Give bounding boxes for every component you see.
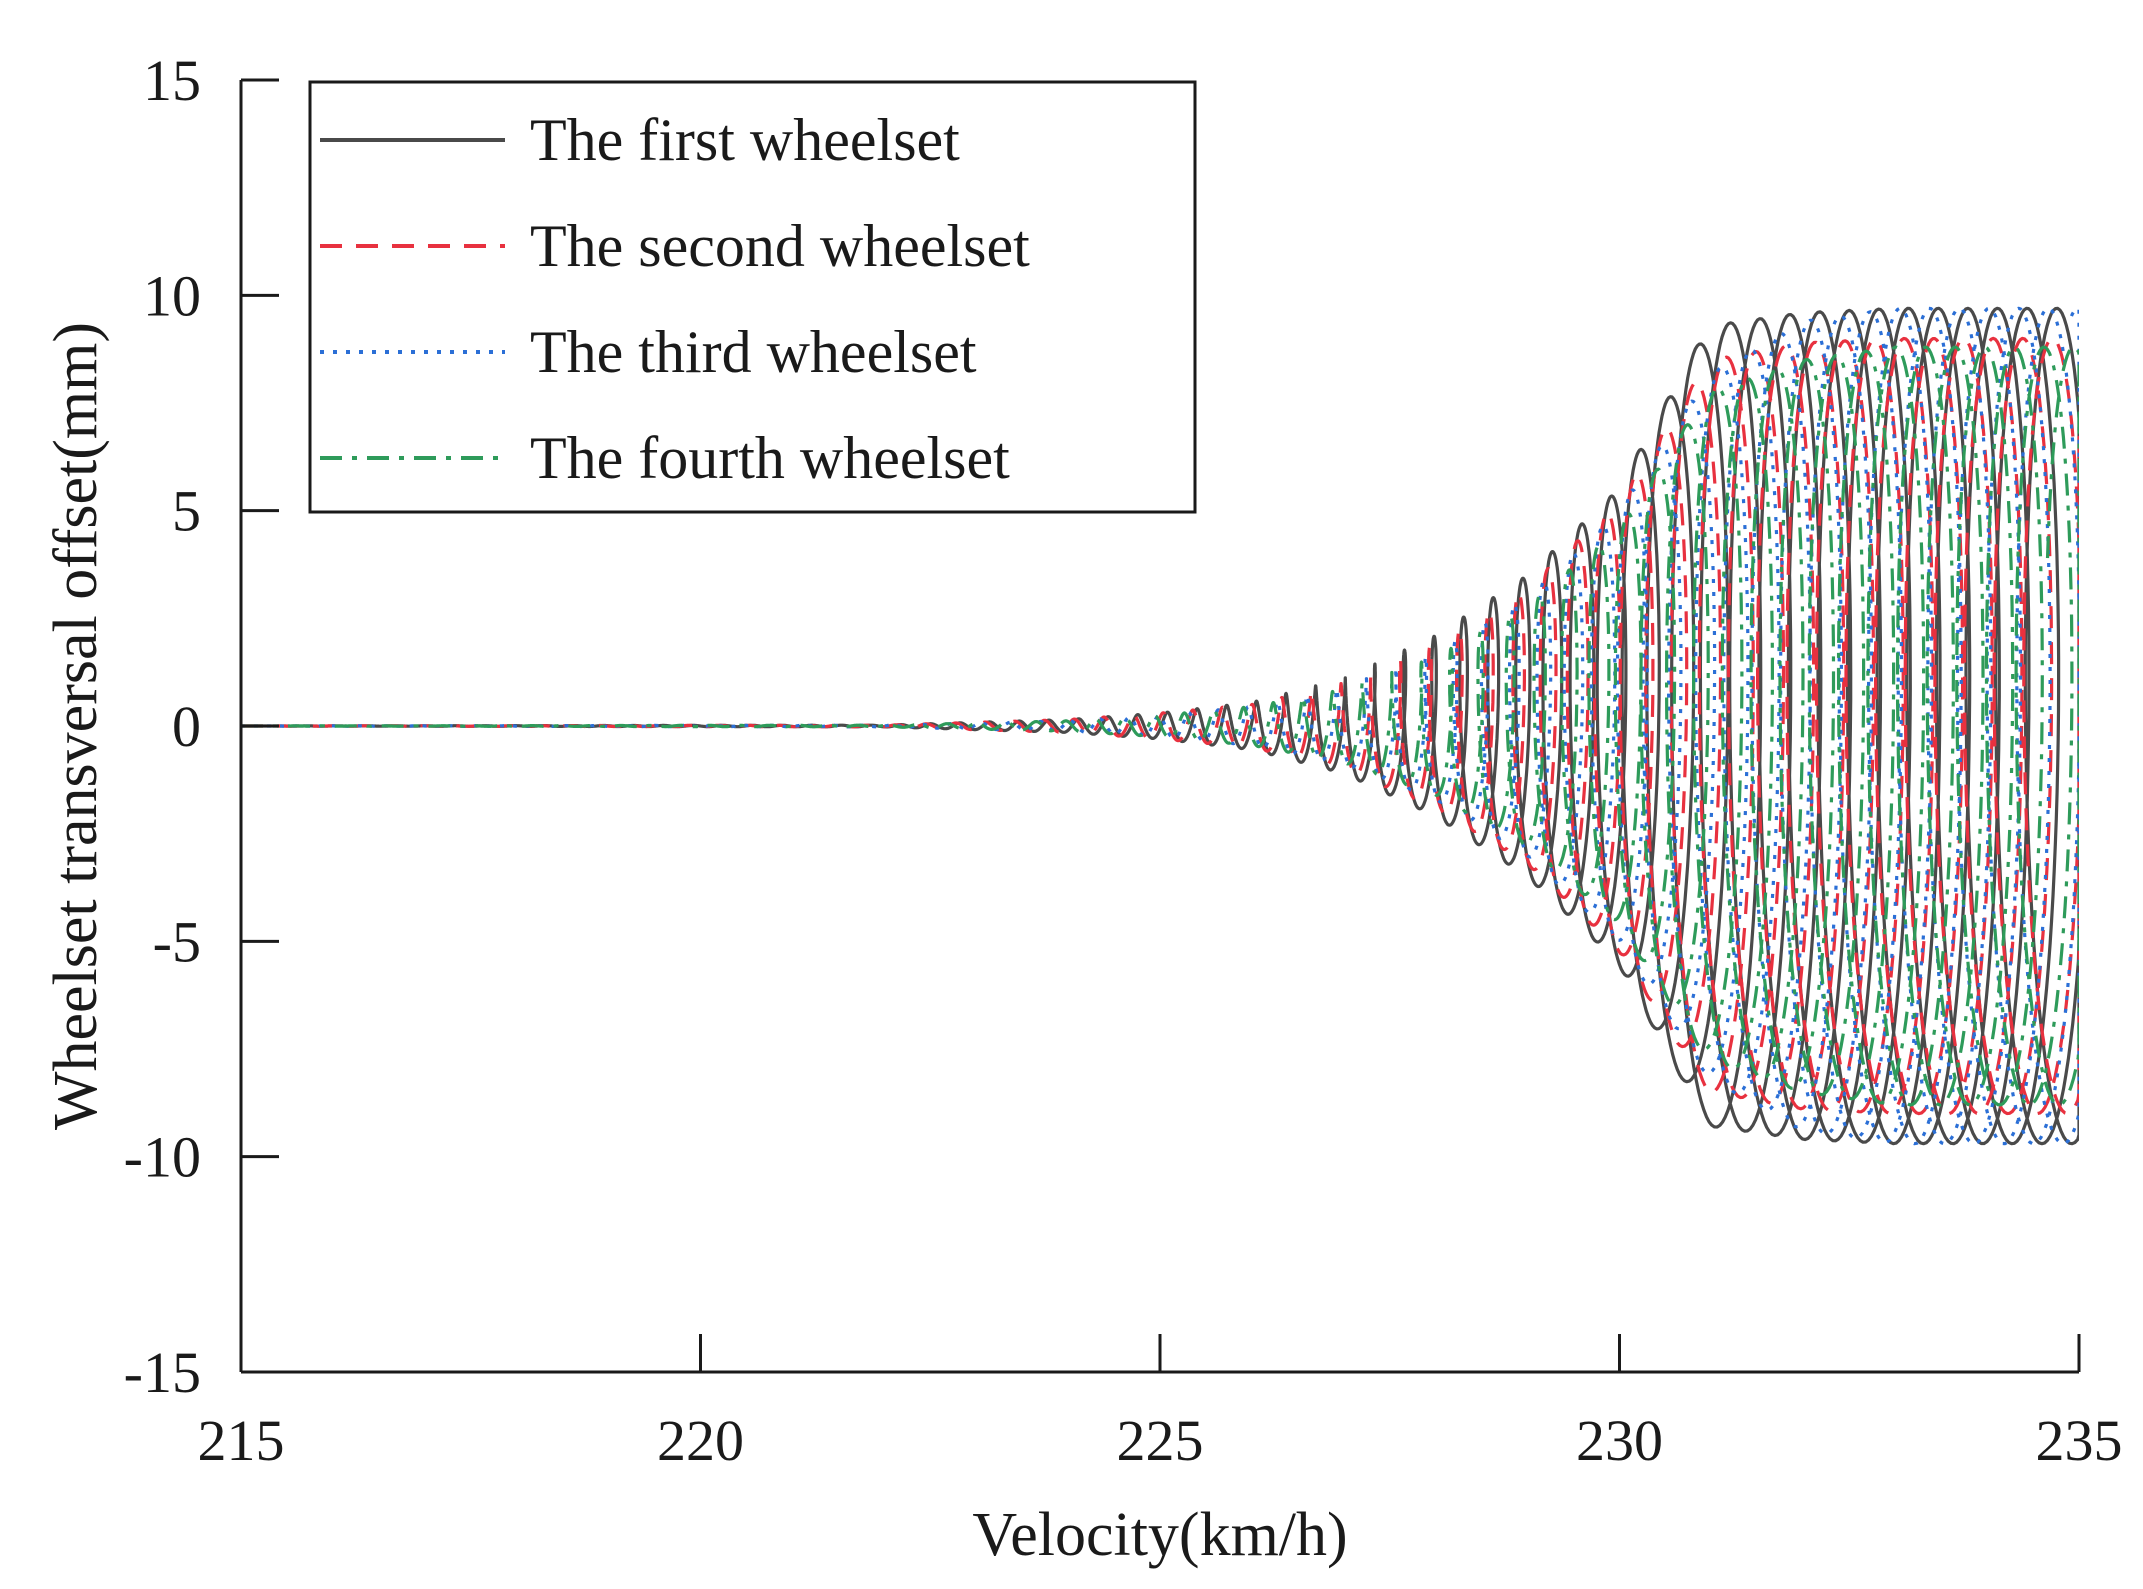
legend-label-3: The third wheelset bbox=[530, 319, 977, 385]
series-layer bbox=[241, 306, 2079, 1146]
y-tick-label: 5 bbox=[172, 479, 201, 544]
y-axis-title: Wheelset transversal offset(mm) bbox=[42, 322, 110, 1130]
x-tick-label: 220 bbox=[657, 1408, 744, 1473]
legend-items: The first wheelset The second wheelset The… bbox=[320, 107, 1030, 491]
x-tick-label: 215 bbox=[198, 1408, 285, 1473]
y-tick-label: -10 bbox=[124, 1125, 201, 1190]
series-line-3 bbox=[241, 306, 2079, 1146]
legend-box bbox=[308, 80, 1197, 514]
legend-label-1: The first wheelset bbox=[530, 107, 960, 173]
y-tick-label: -5 bbox=[153, 909, 201, 974]
x-axis-title: Velocity(km/h) bbox=[972, 1501, 1347, 1569]
legend-label-4: The fourth wheelset bbox=[530, 425, 1010, 491]
x-tick-label: 225 bbox=[1117, 1408, 1204, 1473]
series-line-2 bbox=[241, 336, 2079, 1116]
x-tick-label: 235 bbox=[2036, 1408, 2123, 1473]
x-tick-label: 230 bbox=[1576, 1408, 1663, 1473]
legend: The first wheelset The second wheelset The… bbox=[308, 80, 1197, 514]
ticks-layer: 215 220 225 230 235 15 10 5 0 -5 -10 -15 bbox=[124, 48, 2123, 1473]
y-tick-label: 0 bbox=[172, 694, 201, 759]
legend-label-2: The second wheelset bbox=[530, 213, 1030, 279]
y-tick-label: 10 bbox=[143, 263, 201, 328]
series-line-4 bbox=[241, 345, 2079, 1107]
y-tick-label: -15 bbox=[124, 1340, 201, 1405]
y-tick-label: 15 bbox=[143, 48, 201, 113]
